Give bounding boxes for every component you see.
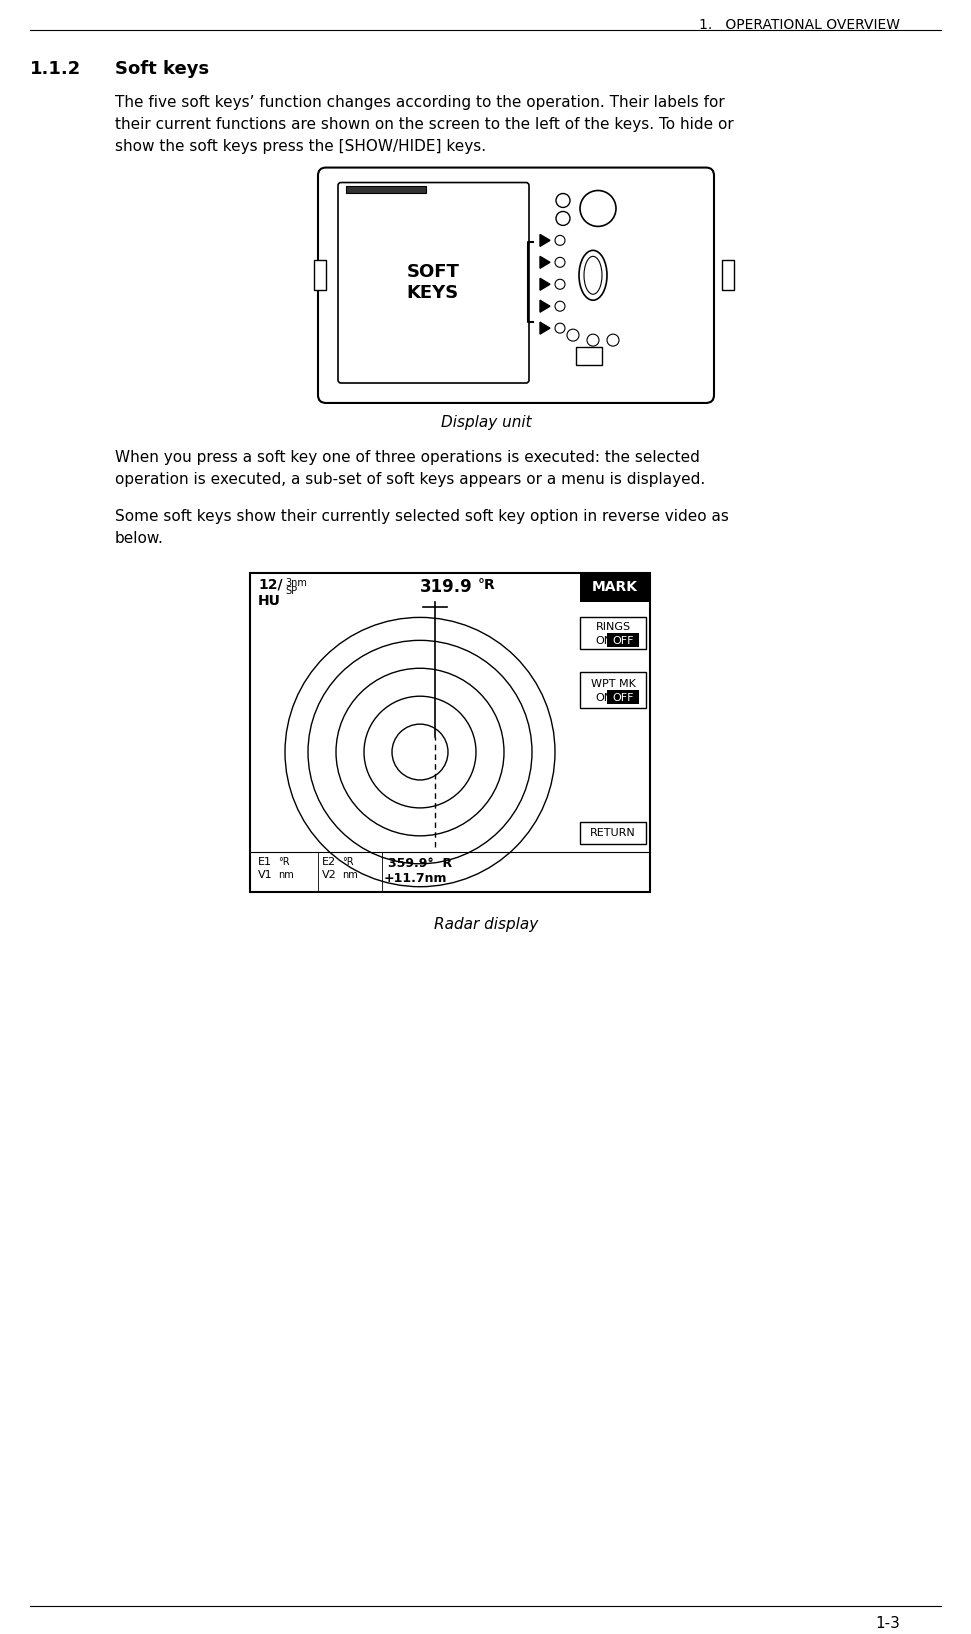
Bar xyxy=(607,690,639,704)
Text: When you press a soft key one of three operations is executed: the selected: When you press a soft key one of three o… xyxy=(115,449,700,464)
Text: 359.9°  R: 359.9° R xyxy=(388,856,452,869)
Text: Some soft keys show their currently selected soft key option in reverse video as: Some soft keys show their currently sele… xyxy=(115,508,729,523)
FancyBboxPatch shape xyxy=(338,183,529,382)
Text: SP: SP xyxy=(285,587,297,596)
Text: below.: below. xyxy=(115,531,164,546)
Text: MARK: MARK xyxy=(592,580,638,595)
Text: nm: nm xyxy=(342,869,357,879)
Text: RINGS: RINGS xyxy=(595,623,630,632)
Text: RETURN: RETURN xyxy=(590,828,636,838)
Text: Soft keys: Soft keys xyxy=(115,60,209,78)
Polygon shape xyxy=(540,301,550,312)
Text: E1: E1 xyxy=(258,856,272,866)
Text: The five soft keys’ function changes according to the operation. Their labels fo: The five soft keys’ function changes acc… xyxy=(115,95,724,109)
Text: their current functions are shown on the screen to the left of the keys. To hide: their current functions are shown on the… xyxy=(115,116,734,132)
Text: °R: °R xyxy=(278,856,289,866)
Bar xyxy=(580,572,650,603)
Bar xyxy=(314,260,326,291)
Text: °R: °R xyxy=(342,856,353,866)
Text: 12/: 12/ xyxy=(258,577,283,592)
Bar xyxy=(580,672,646,708)
Polygon shape xyxy=(540,257,550,268)
Text: Display unit: Display unit xyxy=(441,415,531,430)
Bar xyxy=(580,618,646,649)
Text: SOFT
KEYS: SOFT KEYS xyxy=(407,263,459,302)
Text: nm: nm xyxy=(278,869,294,879)
Text: V2: V2 xyxy=(322,869,337,879)
Text: OFF: OFF xyxy=(613,636,634,647)
Text: Radar display: Radar display xyxy=(434,917,538,931)
Text: 319.9: 319.9 xyxy=(420,577,473,595)
Text: 1-3: 1-3 xyxy=(875,1616,900,1631)
Bar xyxy=(607,634,639,647)
Text: OFF: OFF xyxy=(613,693,634,703)
Text: show the soft keys press the [SHOW/HIDE] keys.: show the soft keys press the [SHOW/HIDE]… xyxy=(115,139,486,154)
Text: operation is executed, a sub-set of soft keys appears or a menu is displayed.: operation is executed, a sub-set of soft… xyxy=(115,472,705,487)
Polygon shape xyxy=(540,322,550,333)
Bar xyxy=(576,346,602,364)
Bar xyxy=(250,572,650,892)
Text: WPT MK: WPT MK xyxy=(590,680,635,690)
Text: °R: °R xyxy=(478,577,496,592)
Text: 1.1.2: 1.1.2 xyxy=(30,60,82,78)
Bar xyxy=(346,186,426,193)
Text: 3nm: 3nm xyxy=(285,577,307,588)
Text: V1: V1 xyxy=(258,869,273,879)
FancyBboxPatch shape xyxy=(318,168,714,404)
Text: 1.   OPERATIONAL OVERVIEW: 1. OPERATIONAL OVERVIEW xyxy=(699,18,900,33)
Text: +11.7nm: +11.7nm xyxy=(384,873,448,884)
Text: HU: HU xyxy=(258,595,281,608)
Polygon shape xyxy=(540,234,550,247)
Polygon shape xyxy=(540,278,550,291)
Bar xyxy=(580,822,646,843)
Text: ON/: ON/ xyxy=(595,636,616,647)
Text: ON/: ON/ xyxy=(595,693,616,703)
Text: E2: E2 xyxy=(322,856,336,866)
Bar xyxy=(722,260,734,291)
